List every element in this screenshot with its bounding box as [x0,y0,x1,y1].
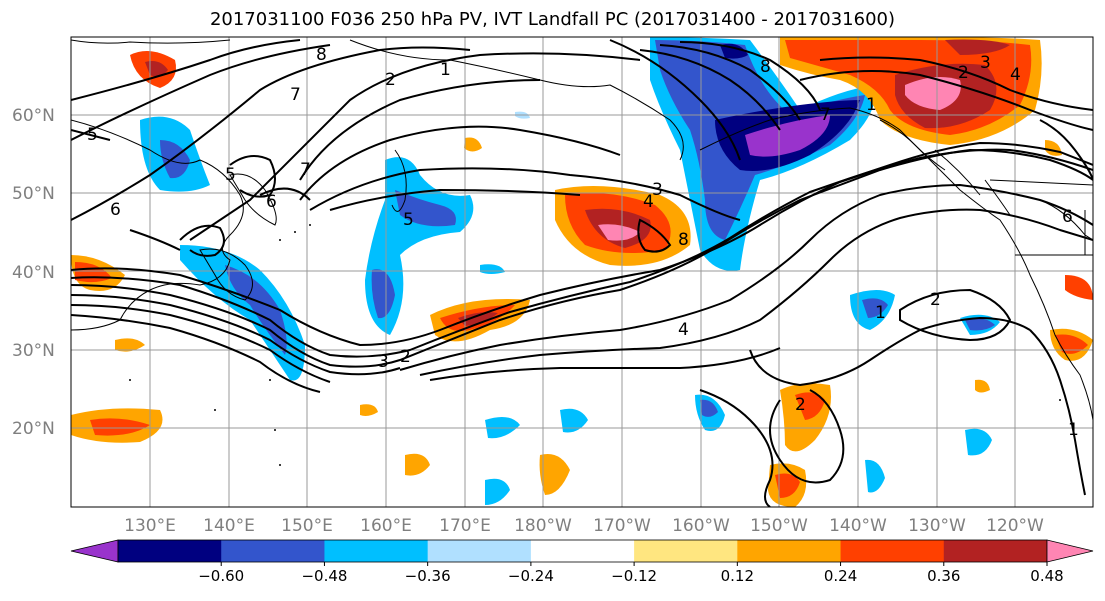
colorbar-segment [737,540,842,562]
colorbar-tick-label: −0.24 [508,567,554,585]
colorbar-extend-low [70,539,119,563]
contour-label: 6 [110,200,121,220]
lon-label: 170°W [593,516,651,536]
contour-label: 4 [643,192,654,212]
contour-label: 2 [930,290,941,310]
colorbar-ticks: −0.60 −0.48 −0.36 −0.24 −0.12 0.12 0.24 0.36 0.4… [198,562,1064,585]
colorbar-tick-label: −0.36 [405,567,451,585]
contour-label: 6 [1062,207,1073,227]
contour-label: 1 [1068,420,1079,440]
lon-label: 140°W [829,516,887,536]
map-border [70,36,1094,508]
colorbar-tick-label: 0.12 [721,567,754,585]
colorbar-segment [221,540,325,562]
contour-label: 7 [300,160,311,180]
contour-label: 5 [87,125,98,145]
lat-label: 60°N [12,106,55,126]
lon-label: 120°W [986,516,1044,536]
colorbar-tick-label: −0.48 [301,567,347,585]
map-title: 2017031100 F036 250 hPa PV, IVT Landfall… [209,9,896,30]
lat-label: 20°N [12,419,55,439]
lon-label: 160°W [672,516,730,536]
colorbar-segment [427,540,532,562]
lon-label: 150°E [281,516,333,536]
contour-label: 8 [760,57,771,77]
contour-label: 1 [866,95,877,115]
contours [71,39,1093,507]
contour-label: 7 [820,105,831,125]
contour-label: 1 [875,303,886,323]
lat-label: 30°N [12,341,55,361]
lon-label: 180°W [514,516,572,536]
contour-label: 4 [1010,65,1021,85]
gridlines [71,37,1093,507]
colorbar-segments [117,539,1048,563]
longitude-labels: 130°E 140°E 150°E 160°E 170°E 180°W 170°… [124,516,1044,536]
lon-label: 150°W [750,516,808,536]
lon-label: 130°E [124,516,176,536]
contour-label: 5 [403,210,414,230]
islands [129,224,1061,466]
contour-label: 3 [378,352,389,372]
lon-label: 170°E [439,516,491,536]
coast-detail [879,119,1011,216]
lon-label: 130°W [908,516,966,536]
colorbar-tick-label: −0.12 [611,567,657,585]
pv-shading [71,37,1093,507]
lat-label: 50°N [12,184,55,204]
contour-labels: 8 1 2 7 7 5 6 6 5 5 8 7 1 4 2 3 4 2 3 8 … [87,45,1079,440]
contour-label: 6 [266,192,277,212]
colorbar-segment [324,540,429,562]
map-layers: 8 1 2 7 7 5 6 6 5 5 8 7 1 4 2 3 4 2 3 8 … [71,37,1093,507]
contour-label: 8 [316,45,327,65]
colorbar-segment [840,540,945,562]
colorbar: −0.60 −0.48 −0.36 −0.24 −0.12 0.12 0.24 0.36 0.4… [70,539,1094,585]
contour-label: 7 [290,85,301,105]
colorbar-segment [118,540,222,562]
lon-label: 140°E [203,516,255,536]
contour-label: 2 [385,70,396,90]
colorbar-segment [530,540,635,562]
contour-label: 2 [958,63,969,83]
colorbar-tick-label: 0.48 [1030,567,1063,585]
colorbar-tick-label: −0.60 [198,567,244,585]
lon-label: 160°E [360,516,412,536]
lat-label: 40°N [12,263,55,283]
colorbar-extend-high [1046,539,1094,563]
contour-label: 3 [980,53,991,73]
contour-label: 2 [795,395,806,415]
contour-label: 4 [678,320,689,340]
colorbar-tick-label: 0.36 [927,567,960,585]
contour-label: 5 [225,165,236,185]
colorbar-segment [943,540,1048,562]
contour-label: 3 [652,180,663,200]
contour-label: 8 [678,230,689,250]
colorbar-segment [634,540,738,562]
colorbar-tick-label: 0.24 [824,567,857,585]
contour-label: 1 [440,60,451,80]
contour-label: 2 [400,347,411,367]
latitude-labels: 60°N 50°N 40°N 30°N 20°N [12,106,55,439]
